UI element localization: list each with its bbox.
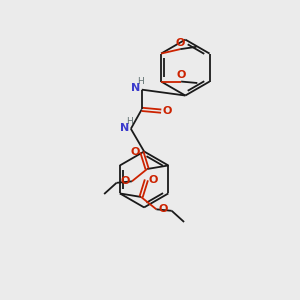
Text: O: O — [158, 204, 168, 214]
Text: H: H — [126, 117, 133, 126]
Text: N: N — [120, 123, 129, 133]
Text: O: O — [148, 175, 158, 185]
Text: O: O — [176, 38, 185, 48]
Text: O: O — [131, 147, 140, 157]
Text: O: O — [176, 70, 186, 80]
Text: N: N — [131, 83, 140, 94]
Text: O: O — [121, 176, 130, 186]
Text: H: H — [137, 77, 144, 86]
Text: O: O — [163, 106, 172, 116]
